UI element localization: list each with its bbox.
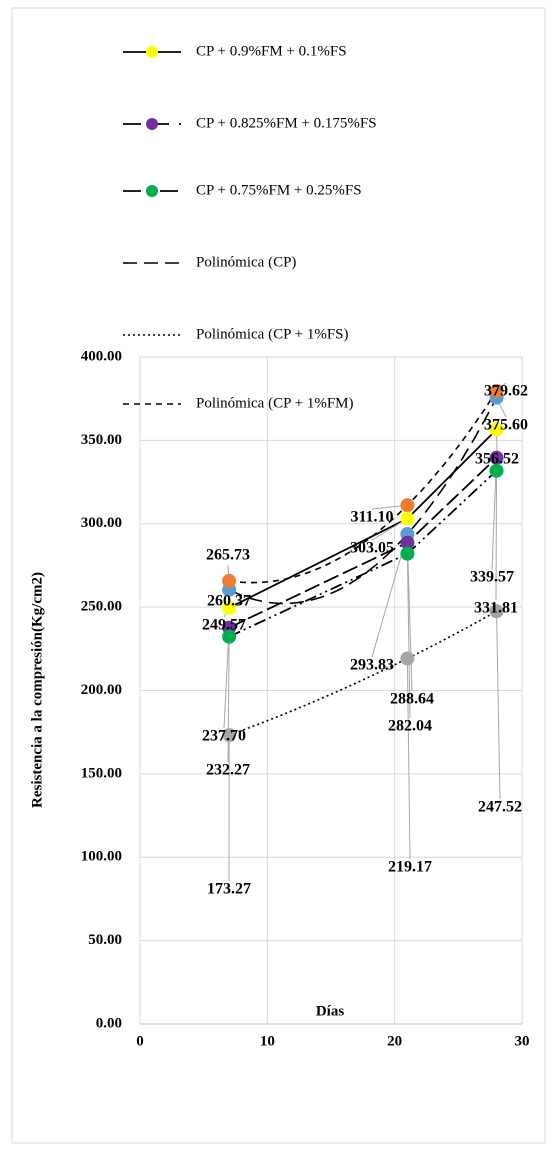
data-label: 282.04 [388, 718, 432, 735]
x-tick-label: 10 [260, 1033, 275, 1049]
marker [222, 629, 237, 644]
leader-line [495, 470, 498, 601]
legend-marker [146, 185, 158, 197]
leader-line [406, 542, 413, 692]
marker [400, 498, 415, 513]
y-tick-label: 400.00 [81, 348, 122, 364]
y-tick-label: 50.00 [88, 932, 122, 948]
data-label: 379.62 [484, 383, 528, 400]
legend-label: CP + 0.9%FM + 0.1%FS [196, 43, 347, 59]
marker [489, 450, 504, 465]
leader-line [406, 658, 411, 860]
x-tick-label: 0 [136, 1033, 144, 1049]
leader-line [406, 553, 411, 719]
data-label: 293.83 [350, 657, 394, 674]
legend-label: Polinómica (CP + 1%FS) [196, 326, 349, 342]
data-label: 356.52 [475, 451, 519, 468]
legend-marker [146, 46, 158, 58]
x-tick-label: 30 [515, 1033, 530, 1049]
legend-label: Polinómica (CP + 1%FM) [196, 395, 354, 411]
trendline [228, 390, 498, 584]
data-label: 237.70 [202, 728, 246, 745]
leader-line [223, 627, 230, 729]
data-label: 331.81 [474, 600, 518, 617]
data-label: 249.57 [202, 617, 246, 634]
data-label: 288.64 [390, 691, 434, 708]
chart-border [11, 7, 546, 1144]
data-label: 260.37 [207, 593, 251, 610]
data-label: 232.27 [206, 762, 250, 779]
data-label: 247.52 [478, 799, 522, 816]
marker [400, 651, 415, 666]
y-tick-label: 150.00 [81, 765, 122, 781]
x-tick-label: 20 [387, 1033, 402, 1049]
marker [489, 604, 504, 619]
y-tick-label: 350.00 [81, 432, 122, 448]
leader-line [496, 611, 501, 800]
data-label: 173.27 [207, 881, 251, 898]
data-label: 311.10 [350, 509, 393, 526]
y-tick-label: 200.00 [81, 682, 122, 698]
x-axis-label: Días [316, 1003, 345, 1019]
marker [489, 422, 504, 437]
marker [489, 463, 504, 478]
marker [400, 511, 415, 526]
marker [489, 383, 504, 398]
legend-label: CP + 0.75%FM + 0.25%FS [196, 182, 362, 198]
legend-label: CP + 0.825%FM + 0.175%FS [196, 115, 377, 131]
data-label: 339.57 [470, 569, 514, 586]
y-tick-label: 300.00 [81, 515, 122, 531]
data-label: 303.05 [350, 540, 394, 557]
marker [222, 728, 237, 743]
marker [222, 600, 237, 615]
y-tick-label: 0.00 [96, 1015, 122, 1031]
y-axis-label: Resistencia a la compresión(Kg/cm2) [29, 572, 45, 808]
legend-label: Polinómica (CP) [196, 254, 296, 270]
marker [222, 573, 237, 588]
y-tick-label: 100.00 [81, 849, 122, 865]
data-label: 375.60 [484, 417, 528, 434]
marker [400, 546, 415, 561]
data-label: 265.73 [206, 547, 250, 564]
data-label: 219.17 [388, 859, 432, 876]
marker [400, 535, 415, 550]
y-tick-label: 250.00 [81, 599, 122, 615]
legend-marker [146, 118, 158, 130]
